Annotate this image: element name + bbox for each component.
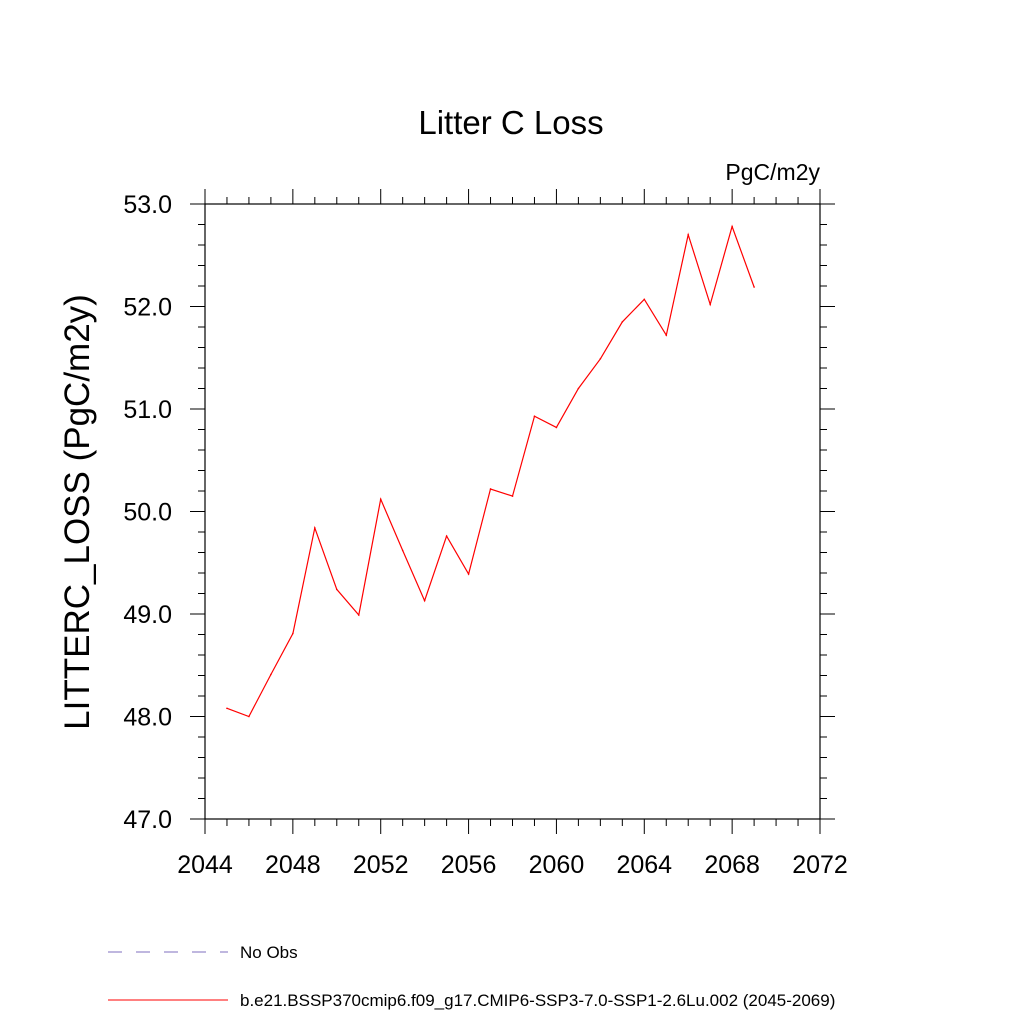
axis-ticks [190, 189, 835, 834]
x-tick-label: 2048 [265, 851, 321, 879]
y-tick-label: 50.0 [123, 499, 172, 527]
x-tick-label: 2072 [792, 851, 848, 879]
series-line-0 [226, 224, 755, 718]
data-point [511, 495, 514, 497]
data-point [577, 387, 580, 390]
y-tick-label: 51.0 [123, 396, 172, 424]
y-tick-label: 48.0 [123, 704, 172, 732]
x-tick-label: 2044 [177, 851, 233, 879]
plot-frame [204, 203, 821, 820]
data-point [467, 573, 470, 575]
legend-label-1: b.e21.BSSP370cmip6.f09_g17.CMIP6-SSP3-7.… [240, 991, 835, 1010]
data-point [357, 614, 360, 616]
data-point [379, 498, 382, 501]
y-axis-label: LITTERC_LOSS (PgC/m2y) [58, 294, 97, 730]
data-point [533, 415, 536, 417]
units-label: PgC/m2y [725, 159, 820, 185]
y-tick-label: 49.0 [123, 601, 172, 629]
data-point [292, 632, 294, 635]
chart-title: Litter C Loss [418, 104, 603, 141]
x-tick-label: 2056 [441, 851, 497, 879]
data-point [489, 488, 492, 490]
data-point [335, 588, 338, 591]
data-point [423, 599, 426, 602]
data-point [226, 707, 228, 710]
y-tick-label: 53.0 [123, 191, 172, 219]
data-point [314, 527, 316, 529]
data-point [621, 321, 624, 323]
axis-tick-labels: 2044 2048 2052 2056 2060 2064 2068 2072 47.0 48.0… [123, 191, 847, 879]
x-tick-label: 2064 [616, 851, 672, 879]
data-point [709, 303, 711, 306]
data-point [665, 334, 668, 337]
legend: No Obs b.e21.BSSP370cmip6.f09_g17.CMIP6-S… [108, 943, 835, 1010]
data-point [248, 715, 250, 718]
data-point [731, 225, 733, 228]
data-point [643, 298, 646, 301]
data-point [555, 426, 558, 429]
data-point [445, 535, 448, 537]
y-tick-label: 47.0 [123, 806, 172, 834]
data-point [599, 357, 602, 360]
data-point [753, 286, 755, 288]
y-tick-label: 52.0 [123, 294, 172, 322]
data-series [226, 224, 755, 718]
x-tick-label: 2060 [529, 851, 585, 879]
data-point [687, 233, 690, 236]
data-point [401, 549, 404, 552]
x-tick-label: 2068 [704, 851, 760, 879]
x-tick-label: 2052 [353, 851, 409, 879]
data-point [270, 673, 272, 676]
legend-label-0: No Obs [240, 943, 298, 962]
